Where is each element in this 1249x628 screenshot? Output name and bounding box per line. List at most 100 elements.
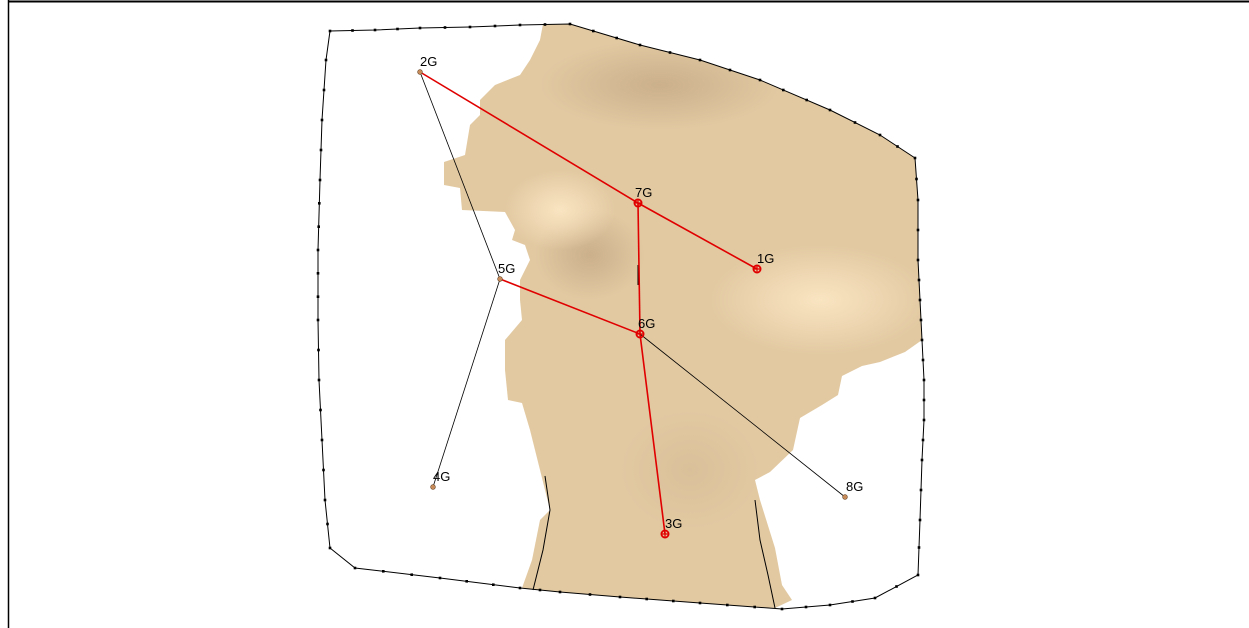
boundary-vertex — [726, 604, 729, 607]
node-2G[interactable]: 2G — [418, 54, 438, 74]
boundary-vertex — [896, 145, 899, 148]
node-8G[interactable]: 8G — [843, 479, 864, 499]
boundary-vertex — [615, 37, 618, 40]
boundary-vertex — [323, 89, 326, 92]
boundary-vertex — [322, 469, 325, 472]
boundary-vertex — [917, 229, 920, 232]
boundary-vertex — [914, 157, 917, 160]
boundary-vertex — [781, 608, 784, 611]
boundary-vertex — [915, 178, 918, 181]
boundary-vertex — [805, 99, 808, 102]
boundary-vertex — [639, 44, 642, 47]
boundary-vertex — [469, 26, 472, 29]
node-label: 2G — [420, 54, 437, 69]
boundary-vertex — [851, 600, 854, 603]
boundary-vertex — [592, 30, 595, 33]
boundary-vertex — [465, 580, 468, 583]
boundary-vertex — [317, 319, 320, 322]
boundary-vertex — [317, 249, 320, 252]
boundary-vertex — [318, 379, 321, 382]
node-label: 1G — [757, 251, 774, 266]
boundary-vertex — [922, 439, 925, 442]
boundary-vertex — [805, 606, 808, 609]
node-label: 3G — [665, 516, 682, 531]
node-marker[interactable] — [431, 485, 436, 490]
boundary-vertex — [589, 593, 592, 596]
boundary-vertex — [921, 459, 924, 462]
boundary-vertex — [917, 199, 920, 202]
boundary-vertex — [374, 29, 377, 32]
boundary-vertex — [569, 23, 572, 26]
boundary-vertex — [317, 272, 320, 275]
boundary-vertex — [318, 202, 321, 205]
boundary-vertex — [921, 339, 924, 342]
boundary-vertex — [918, 546, 921, 549]
terrain-surface — [444, 24, 930, 608]
boundary-vertex — [319, 409, 322, 412]
node-label: 6G — [638, 316, 655, 331]
boundary-vertex — [729, 69, 732, 72]
node-marker[interactable] — [498, 277, 503, 282]
boundary-vertex — [829, 109, 832, 112]
boundary-vertex — [321, 439, 324, 442]
node-marker[interactable] — [418, 70, 423, 75]
boundary-vertex — [559, 591, 562, 594]
boundary-vertex — [920, 319, 923, 322]
boundary-vertex — [920, 489, 923, 492]
boundary-vertex — [324, 499, 327, 502]
node-label: 4G — [433, 469, 450, 484]
boundary-vertex — [895, 585, 898, 588]
boundary-vertex — [320, 149, 323, 152]
boundary-vertex — [492, 583, 495, 586]
boundary-vertex — [829, 604, 832, 607]
boundary-vertex — [539, 589, 542, 592]
boundary-vertex — [919, 519, 922, 522]
boundary-vertex — [619, 596, 622, 599]
boundary-vertex — [319, 179, 322, 182]
boundary-vertex — [410, 573, 413, 576]
boundary-vertex — [854, 121, 857, 124]
boundary-vertex — [382, 570, 385, 573]
boundary-vertex — [879, 134, 882, 137]
node-label: 5G — [498, 261, 515, 276]
boundary-vertex — [917, 259, 920, 262]
boundary-vertex — [519, 587, 522, 590]
node-marker[interactable] — [843, 495, 848, 500]
boundary-vertex — [326, 523, 329, 526]
boundary-vertex — [699, 59, 702, 62]
boundary-vertex — [759, 79, 762, 82]
boundary-vertex — [672, 600, 675, 603]
boundary-vertex — [669, 51, 672, 54]
boundary-vertex — [919, 299, 922, 302]
boundary-vertex — [699, 602, 702, 605]
boundary-vertex — [782, 89, 785, 92]
boundary-vertex — [544, 23, 547, 26]
boundary-vertex — [439, 577, 442, 580]
boundary-vertex — [922, 359, 925, 362]
boundary-vertex — [923, 419, 926, 422]
boundary-vertex — [923, 399, 926, 402]
boundary-vertex — [396, 28, 399, 31]
boundary-vertex — [351, 29, 354, 32]
node-4G[interactable]: 4G — [431, 469, 451, 489]
link-5G-4G[interactable] — [433, 279, 500, 487]
boundary-vertex — [918, 279, 921, 282]
boundary-vertex — [874, 597, 877, 600]
boundary-vertex — [645, 598, 648, 601]
boundary-vertex — [917, 574, 920, 577]
boundary-vertex — [329, 547, 332, 550]
boundary-vertex — [519, 24, 522, 27]
boundary-vertex — [444, 26, 447, 29]
boundary-vertex — [753, 606, 756, 609]
boundary-vertex — [419, 27, 422, 30]
boundary-vertex — [354, 567, 357, 570]
boundary-vertex — [923, 379, 926, 382]
node-5G[interactable]: 5G — [498, 261, 516, 281]
boundary-vertex — [329, 30, 332, 33]
node-label: 8G — [846, 479, 863, 494]
boundary-vertex — [317, 349, 320, 352]
boundary-vertex — [494, 25, 497, 28]
boundary-vertex — [317, 225, 320, 228]
